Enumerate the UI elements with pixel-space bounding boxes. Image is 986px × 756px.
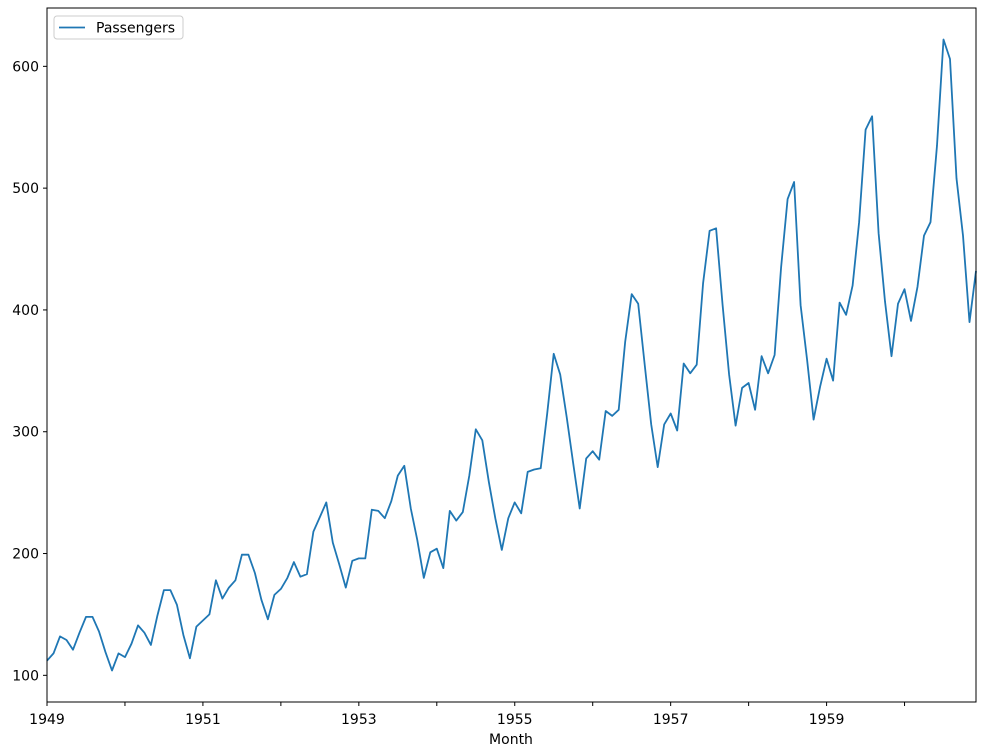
- x-axis: 1949 1951 1953 1955 1957 1959: [29, 702, 906, 728]
- axes-border: [46, 7, 977, 703]
- passengers-line: [46, 38, 977, 672]
- y-tick-label: 100: [12, 668, 39, 684]
- y-tick-label: 500: [12, 181, 39, 197]
- legend-label: Passengers: [96, 21, 175, 37]
- x-tick-label: 1957: [653, 712, 689, 728]
- y-tick-label: 600: [12, 59, 39, 75]
- y-tick-label: 200: [12, 547, 39, 563]
- legend-box: [53, 15, 184, 40]
- plot-area: [47, 8, 976, 702]
- x-tick-label: 1949: [29, 712, 65, 728]
- y-tick-label: 300: [12, 425, 39, 441]
- y-axis: 100 200 300 400 500 600: [12, 59, 47, 684]
- x-tick-label: 1951: [185, 712, 221, 728]
- x-tick-label: 1953: [341, 712, 377, 728]
- x-axis-label: Month: [489, 732, 533, 748]
- x-tick-label: 1959: [809, 712, 845, 728]
- x-tick-label: 1955: [497, 712, 533, 728]
- legend: Passengers: [53, 15, 184, 40]
- y-tick-label: 400: [12, 303, 39, 319]
